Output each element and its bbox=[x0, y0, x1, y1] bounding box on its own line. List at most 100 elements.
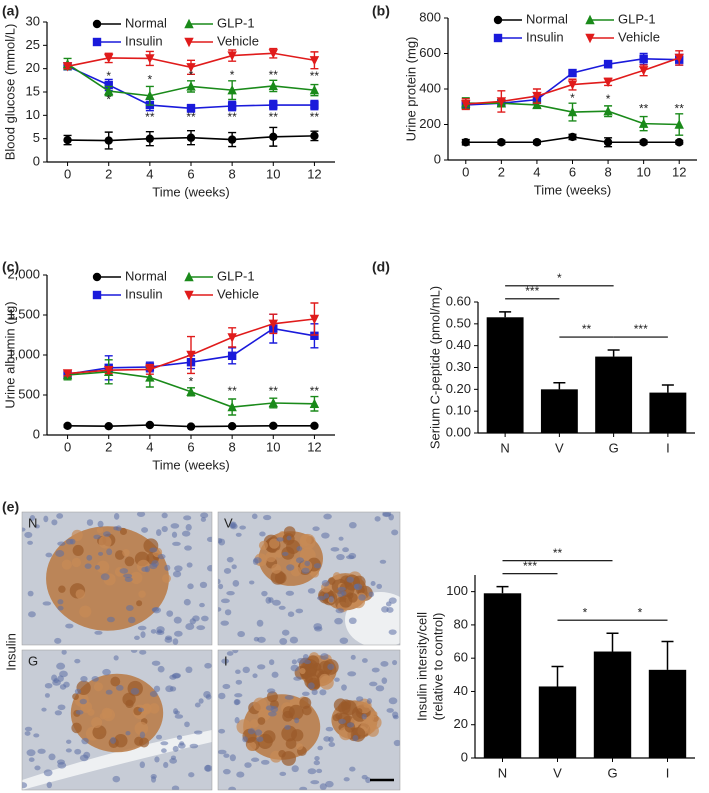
y-tick-label: 40 bbox=[454, 683, 468, 698]
nucleus bbox=[112, 775, 121, 783]
nucleus bbox=[229, 521, 237, 529]
bar bbox=[540, 389, 578, 433]
stain-spot bbox=[275, 549, 284, 558]
nucleus bbox=[352, 734, 359, 742]
nucleus bbox=[323, 513, 332, 520]
nucleus bbox=[174, 630, 183, 637]
marker bbox=[567, 80, 578, 90]
nucleus bbox=[337, 586, 347, 592]
nucleus bbox=[59, 684, 67, 690]
nucleus bbox=[100, 573, 110, 581]
nucleus bbox=[349, 766, 356, 772]
error-bar bbox=[661, 384, 674, 393]
marker bbox=[603, 138, 613, 147]
nucleus bbox=[79, 754, 89, 762]
nucleus bbox=[204, 764, 211, 772]
significance-label: ** bbox=[553, 546, 563, 560]
nucleus bbox=[65, 623, 74, 629]
nucleus bbox=[218, 583, 224, 590]
bar bbox=[486, 317, 524, 433]
nucleus bbox=[123, 573, 133, 579]
marker bbox=[532, 99, 542, 110]
stain-spot bbox=[130, 571, 143, 585]
legend-marker bbox=[92, 290, 102, 300]
nucleus bbox=[24, 726, 33, 732]
stain-spot bbox=[119, 527, 128, 536]
stain-spot bbox=[332, 714, 340, 722]
nucleus bbox=[320, 653, 329, 660]
marker bbox=[145, 420, 155, 430]
nucleus bbox=[150, 629, 157, 634]
nucleus bbox=[361, 713, 367, 720]
nucleus bbox=[91, 676, 99, 682]
nucleus bbox=[200, 517, 207, 522]
nucleus bbox=[113, 512, 120, 520]
marker bbox=[227, 84, 237, 95]
nucleus bbox=[232, 650, 239, 654]
bar bbox=[649, 392, 687, 433]
nucleus bbox=[335, 608, 344, 614]
nucleus bbox=[281, 551, 289, 556]
legend-marker bbox=[493, 15, 503, 25]
nucleus bbox=[361, 658, 368, 663]
nucleus bbox=[328, 595, 334, 603]
nucleus bbox=[336, 553, 345, 561]
stain-spot bbox=[72, 693, 79, 700]
legend-marker bbox=[585, 14, 595, 25]
nucleus bbox=[207, 565, 212, 572]
nucleus bbox=[218, 578, 221, 585]
nucleus bbox=[313, 563, 322, 569]
nucleus bbox=[257, 664, 266, 670]
y-tick-label: 1,500 bbox=[7, 306, 40, 321]
significance-mark: ** bbox=[639, 102, 649, 116]
nucleus bbox=[327, 663, 335, 670]
nucleus bbox=[171, 673, 181, 679]
nucleus bbox=[26, 749, 36, 757]
nucleus bbox=[194, 702, 201, 708]
stain-spot bbox=[58, 585, 66, 593]
nucleus bbox=[155, 630, 165, 636]
stain-spot bbox=[299, 668, 306, 675]
stain-spot bbox=[339, 594, 353, 608]
nucleus bbox=[84, 563, 92, 569]
nucleus bbox=[28, 757, 35, 762]
stain-spot bbox=[93, 682, 104, 692]
nucleus bbox=[42, 601, 52, 606]
nucleus bbox=[218, 692, 226, 700]
image-frame bbox=[217, 649, 401, 791]
stain-spot bbox=[98, 535, 112, 549]
stain-spot bbox=[61, 559, 72, 570]
legend-marker bbox=[184, 18, 194, 29]
marker bbox=[310, 131, 319, 141]
marker bbox=[104, 422, 113, 431]
stain-spot bbox=[249, 719, 259, 728]
nucleus bbox=[281, 629, 290, 636]
stain-spot bbox=[288, 704, 304, 720]
nucleus bbox=[174, 565, 183, 572]
marker bbox=[674, 119, 684, 129]
nucleus bbox=[113, 526, 119, 531]
nucleus bbox=[381, 677, 388, 684]
image-label: N bbox=[28, 515, 37, 530]
marker bbox=[186, 81, 196, 91]
marker bbox=[268, 397, 278, 408]
nucleus bbox=[141, 566, 149, 572]
legend-label: GLP-1 bbox=[217, 268, 255, 283]
y-tick-label: 20 bbox=[26, 60, 40, 75]
nucleus bbox=[110, 736, 117, 744]
marker bbox=[104, 85, 114, 96]
y-tick-label: 800 bbox=[419, 9, 441, 24]
significance-mark: * bbox=[106, 69, 111, 83]
stain-spot bbox=[257, 717, 266, 725]
stain-spot bbox=[258, 540, 268, 550]
nucleus bbox=[189, 743, 199, 749]
y-tick-label: 30 bbox=[26, 13, 40, 28]
nucleus bbox=[323, 593, 330, 599]
significance-label: *** bbox=[525, 284, 539, 298]
nucleus bbox=[206, 536, 212, 542]
marker bbox=[310, 331, 319, 340]
legend-label: GLP-1 bbox=[217, 15, 255, 30]
y-tick-label: 0 bbox=[33, 426, 40, 441]
nucleus bbox=[312, 526, 320, 532]
nucleus bbox=[189, 618, 196, 625]
